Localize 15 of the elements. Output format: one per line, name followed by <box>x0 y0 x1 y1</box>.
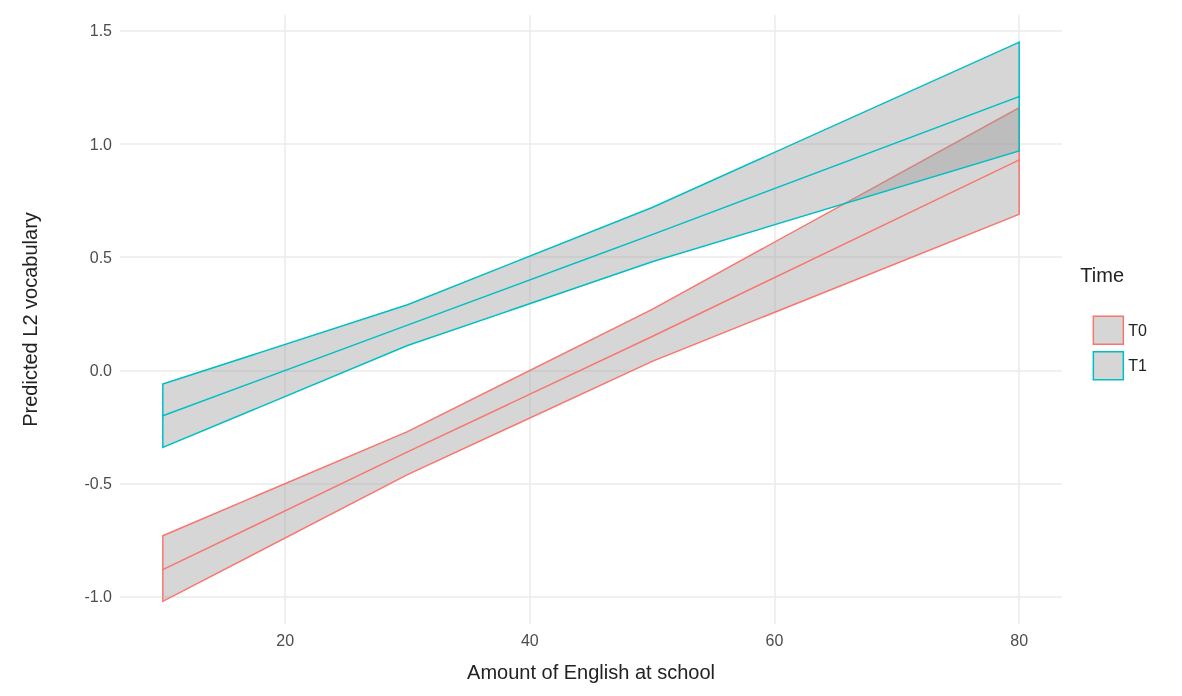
x-tick-label: 60 <box>765 631 784 649</box>
y-tick-label: 0.0 <box>89 361 113 379</box>
legend-label: T1 <box>1128 357 1148 375</box>
y-tick-label: 1.0 <box>89 135 113 153</box>
y-tick-label: 0.5 <box>89 248 113 266</box>
x-tick-label: 20 <box>276 631 295 649</box>
y-tick-label: 1.5 <box>89 22 113 40</box>
y-axis-title: Predicted L2 vocabulary <box>19 212 41 427</box>
legend-title: Time <box>1080 264 1124 286</box>
legend-label: T0 <box>1128 321 1148 339</box>
y-tick-label: -0.5 <box>84 475 113 493</box>
x-tick-label: 40 <box>520 631 539 649</box>
x-axis-title: Amount of English at school <box>467 661 715 683</box>
x-tick-label: 80 <box>1010 631 1029 649</box>
y-tick-label: -1.0 <box>84 588 113 606</box>
